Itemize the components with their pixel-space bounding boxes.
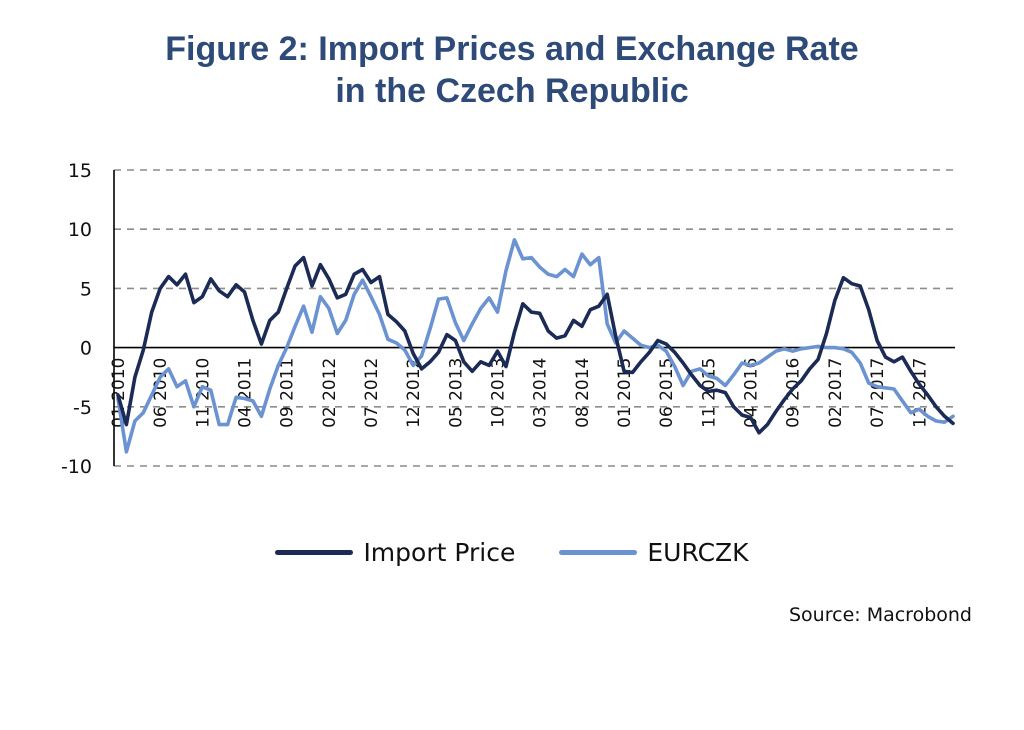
x-axis: 01 2010 06 2010 11 2010 04 2011 09 2011 02 20… [109, 358, 930, 428]
x-tick-label: 02 2012 [320, 358, 340, 428]
series-line-import-price [116, 255, 955, 435]
chart-title-line-2: in the Czech Republic [335, 72, 689, 110]
x-tick-label: 08 2014 [573, 358, 593, 428]
legend-item-import-price: Import Price [275, 538, 515, 567]
legend-label-eurczk: EURCZK [647, 538, 749, 567]
y-axis: -10 -5 0 5 10 15 [61, 160, 92, 478]
series-group [116, 238, 955, 454]
x-tick-label: 03 2014 [531, 358, 551, 428]
x-tick-label: 04 2016 [742, 358, 762, 428]
x-tick-label: 07 2017 [868, 358, 888, 428]
legend: Import Price EURCZK [0, 538, 1024, 567]
x-tick-label: 04 2011 [236, 358, 256, 428]
x-tick-label: 06 2015 [657, 358, 677, 428]
y-tick-label: 0 [80, 338, 92, 360]
x-tick-label: 12 2012 [404, 358, 424, 428]
series-line-eurczk [116, 238, 955, 454]
y-tick-label: -5 [73, 397, 92, 419]
source-note: Source: Macrobond [789, 604, 972, 626]
y-tick-label: -10 [61, 456, 92, 478]
x-tick-label: 06 2010 [151, 358, 171, 428]
x-tick-label: 09 2016 [784, 358, 804, 428]
chart-title: Figure 2: Import Prices and Exchange Rat… [0, 28, 1024, 112]
x-tick-label: 01 2015 [615, 358, 635, 428]
x-tick-label: 02 2017 [826, 358, 846, 428]
legend-label-import-price: Import Price [363, 538, 516, 567]
x-tick-label: 11 2010 [193, 358, 213, 428]
y-tick-label: 15 [68, 160, 92, 182]
y-tick-label: 5 [80, 278, 92, 300]
x-tick-label: 07 2012 [362, 358, 382, 428]
x-tick-label: 05 2013 [446, 358, 466, 428]
legend-swatch-eurczk [559, 550, 638, 555]
chart-title-line-1: Figure 2: Import Prices and Exchange Rat… [165, 30, 859, 68]
x-tick-label: 09 2011 [278, 358, 298, 428]
legend-item-eurczk: EURCZK [559, 538, 749, 567]
x-tick-label: 10 2013 [489, 358, 509, 428]
y-tick-label: 10 [68, 219, 92, 241]
legend-swatch-import-price [275, 550, 354, 555]
